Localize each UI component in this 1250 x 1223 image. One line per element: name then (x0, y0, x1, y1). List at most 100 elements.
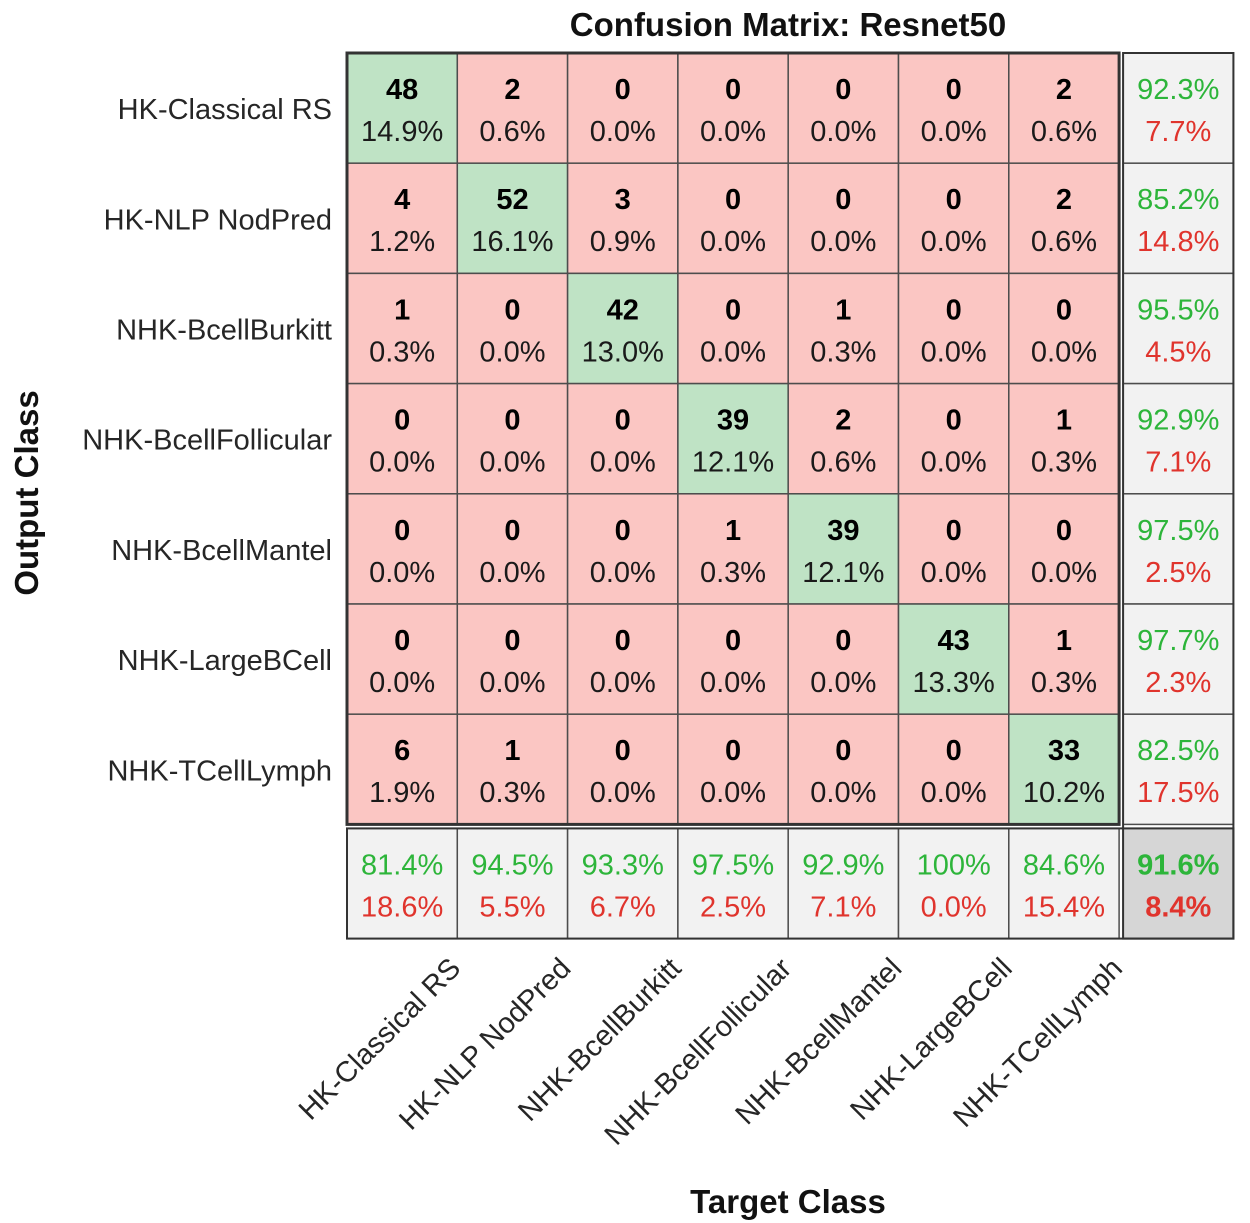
cell-count: 0 (946, 294, 962, 326)
cell-percent: 0.0% (810, 116, 876, 148)
y-tick-label: NHK-BcellBurkitt (116, 315, 332, 347)
cell-percent: 0.0% (700, 116, 766, 148)
cell-percent: 0.0% (479, 447, 545, 479)
cell-count: 0 (946, 184, 962, 216)
cell-count: 0 (946, 74, 962, 106)
cell-percent: 0.3% (1031, 447, 1097, 479)
cell-percent: 14.9% (361, 116, 443, 148)
cell-percent: 0.0% (479, 667, 545, 699)
matrix-cell (456, 272, 569, 385)
matrix-cell (456, 603, 569, 715)
matrix-cell (1008, 493, 1120, 605)
cell-count: 0 (394, 515, 410, 547)
cell-percent: 0.9% (590, 226, 656, 258)
matrix-cell (566, 493, 679, 605)
cell-count: 2 (504, 74, 520, 106)
cell-percent: 0.0% (700, 336, 766, 368)
cell-percent: 0.3% (369, 336, 435, 368)
cell-percent: 0.0% (921, 116, 987, 148)
cell-count: 0 (946, 405, 962, 437)
cell-count: 0 (725, 735, 741, 767)
cell-count: 42 (607, 294, 639, 326)
cell-count: 0 (1056, 515, 1072, 547)
matrix-cell (897, 52, 1010, 164)
matrix-cell (1008, 272, 1120, 385)
col-summary-cell (566, 827, 679, 940)
matrix-cell (1008, 713, 1120, 826)
cell-count: 3 (615, 184, 631, 216)
matrix-cell (566, 603, 679, 715)
row-precision: 97.7% (1137, 625, 1219, 657)
cell-percent: 0.3% (479, 777, 545, 809)
cell-count: 0 (725, 74, 741, 106)
x-axis-label: Target Class (690, 1183, 886, 1220)
row-precision: 92.3% (1137, 74, 1219, 106)
matrix-cell (346, 603, 459, 715)
col-error: 7.1% (810, 891, 876, 923)
x-tick-label: NHK-BcellFollicular (599, 952, 798, 1151)
matrix-cell (346, 713, 459, 826)
cell-percent: 10.2% (1023, 777, 1105, 809)
cell-count: 0 (725, 294, 741, 326)
cell-percent: 12.1% (692, 447, 774, 479)
col-recall: 84.6% (1023, 849, 1105, 881)
overall-cell (1122, 827, 1235, 940)
matrix-cell (787, 603, 900, 715)
y-tick-label: NHK-LargeBCell (118, 645, 332, 677)
matrix-frame (345, 51, 1121, 826)
col-recall: 81.4% (361, 849, 443, 881)
cell-count: 1 (835, 294, 851, 326)
y-tick-label: NHK-BcellMantel (111, 535, 332, 567)
cell-count: 0 (615, 735, 631, 767)
matrix-cell (787, 713, 900, 826)
row-precision: 97.5% (1137, 515, 1219, 547)
matrix-cell (897, 272, 1010, 385)
cell-count: 1 (1056, 625, 1072, 657)
cell-count: 0 (725, 184, 741, 216)
row-error: 2.5% (1145, 557, 1211, 589)
cell-percent: 0.0% (700, 667, 766, 699)
cell-count: 0 (835, 625, 851, 657)
cell-count: 0 (615, 74, 631, 106)
matrix-cell (677, 272, 789, 385)
cell-percent: 0.0% (810, 777, 876, 809)
col-error: 6.7% (590, 891, 656, 923)
cell-percent: 13.0% (582, 336, 664, 368)
cell-count: 1 (725, 515, 741, 547)
col-error: 18.6% (361, 891, 443, 923)
cell-count: 0 (615, 405, 631, 437)
cell-count: 0 (615, 515, 631, 547)
cell-count: 1 (394, 294, 410, 326)
cell-count: 0 (835, 735, 851, 767)
col-recall: 97.5% (692, 849, 774, 881)
cell-count: 2 (1056, 74, 1072, 106)
cell-count: 0 (946, 735, 962, 767)
cell-count: 0 (504, 405, 520, 437)
row-summary-cell (1122, 52, 1235, 164)
row-precision: 85.2% (1137, 184, 1219, 216)
cell-count: 0 (504, 515, 520, 547)
cell-count: 2 (1056, 184, 1072, 216)
matrix-cell (1008, 162, 1120, 275)
cell-count: 0 (946, 515, 962, 547)
cell-percent: 0.0% (369, 447, 435, 479)
cell-percent: 13.3% (913, 667, 995, 699)
cell-percent: 0.0% (921, 226, 987, 258)
col-summary-frame (346, 827, 1235, 940)
cell-percent: 0.0% (369, 667, 435, 699)
cell-count: 39 (827, 515, 859, 547)
cell-percent: 12.1% (802, 557, 884, 589)
row-precision: 82.5% (1137, 735, 1219, 767)
cell-count: 0 (394, 625, 410, 657)
cell-percent: 0.0% (590, 447, 656, 479)
cell-count: 0 (725, 625, 741, 657)
matrix-cell (456, 52, 569, 164)
row-precision: 95.5% (1137, 294, 1219, 326)
matrix-cell (897, 713, 1010, 826)
cell-percent: 0.0% (479, 557, 545, 589)
col-recall: 94.5% (471, 849, 553, 881)
cell-count: 0 (504, 294, 520, 326)
cell-percent: 16.1% (471, 226, 553, 258)
cell-percent: 0.0% (921, 336, 987, 368)
